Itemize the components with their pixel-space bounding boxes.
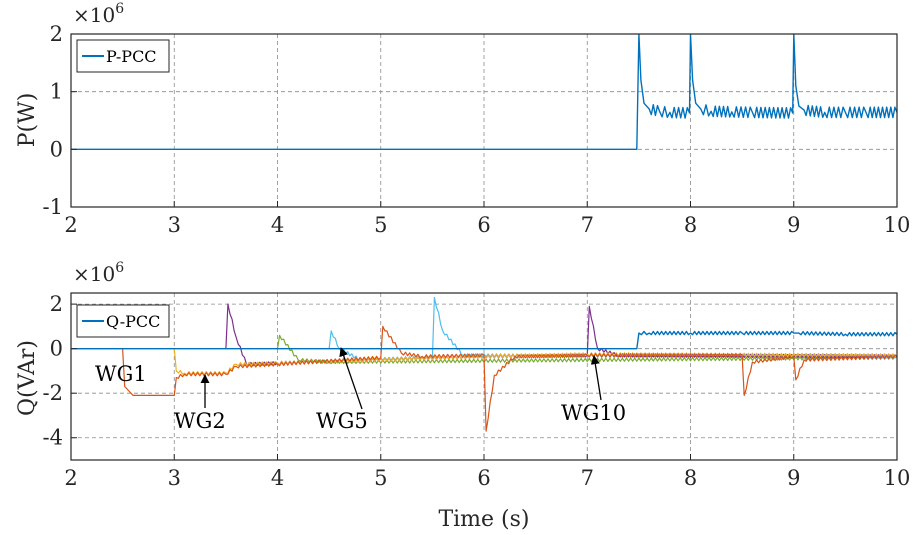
top-y-ticks: -1 0 1 2 bbox=[43, 22, 77, 219]
y-tick-label: 2 bbox=[50, 292, 63, 316]
x-tick-label: 7 bbox=[581, 466, 594, 490]
reactive-power-chart: 2 3 4 5 6 7 8 9 10 -4 -2 0 2 ×106 Q(VAr) Time (s) Q… bbox=[15, 260, 910, 532]
x-tick-label: 4 bbox=[271, 213, 284, 237]
x-tick-label: 6 bbox=[477, 213, 490, 237]
annotation-wg2: WG2 bbox=[174, 409, 226, 433]
bottom-legend-label: Q-PCC bbox=[106, 312, 160, 331]
x-tick-label: 8 bbox=[684, 213, 697, 237]
power-chart: 2 3 4 5 6 7 8 9 10 -1 0 1 2 ×106 P(W) P-PCC bbox=[15, 1, 910, 237]
series-line-5 bbox=[329, 298, 897, 362]
x-tick-label: 10 bbox=[884, 466, 911, 490]
bottom-legend: Q-PCC bbox=[77, 305, 169, 337]
x-tick-label: 7 bbox=[581, 213, 594, 237]
x-tick-label: 9 bbox=[787, 466, 800, 490]
y-tick-label: -1 bbox=[43, 195, 63, 219]
top-x-ticks: 2 3 4 5 6 7 8 9 10 bbox=[64, 201, 910, 237]
bottom-x-axis-label: Time (s) bbox=[438, 507, 529, 532]
series-line-0 bbox=[71, 332, 897, 349]
bottom-x-ticks: 2 3 4 5 6 7 8 9 10 bbox=[64, 454, 910, 490]
top-legend: P-PCC bbox=[77, 40, 169, 72]
x-tick-label: 4 bbox=[271, 466, 284, 490]
bottom-y-ticks: -4 -2 0 2 bbox=[43, 292, 77, 450]
x-tick-label: 3 bbox=[168, 213, 181, 237]
y-tick-label: 0 bbox=[50, 137, 63, 161]
bottom-y-exponent: ×106 bbox=[73, 260, 124, 286]
x-tick-label: 9 bbox=[787, 213, 800, 237]
top-grid bbox=[71, 34, 897, 207]
y-tick-label: 1 bbox=[50, 80, 63, 104]
top-legend-label: P-PCC bbox=[106, 47, 157, 66]
annotation-wg5-arrow bbox=[341, 348, 362, 409]
x-tick-label: 6 bbox=[477, 466, 490, 490]
bottom-y-axis-label: Q(VAr) bbox=[15, 340, 40, 416]
x-tick-label: 5 bbox=[374, 466, 387, 490]
annotation-wg5: WG5 bbox=[316, 409, 368, 433]
y-tick-label: 2 bbox=[50, 22, 63, 46]
y-tick-label: 0 bbox=[50, 337, 63, 361]
x-tick-label: 2 bbox=[64, 213, 77, 237]
top-y-axis-label: P(W) bbox=[15, 93, 40, 148]
x-tick-label: 5 bbox=[374, 213, 387, 237]
x-tick-label: 2 bbox=[64, 466, 77, 490]
x-tick-label: 10 bbox=[884, 213, 911, 237]
x-tick-label: 8 bbox=[684, 466, 697, 490]
annotation-wg10: WG10 bbox=[561, 401, 626, 425]
series-line-2 bbox=[174, 349, 897, 375]
top-y-exponent: ×106 bbox=[73, 1, 124, 27]
y-tick-label: -4 bbox=[43, 426, 63, 450]
y-tick-label: -2 bbox=[43, 381, 63, 405]
annotation-wg1: WG1 bbox=[95, 362, 147, 386]
x-tick-label: 3 bbox=[168, 466, 181, 490]
